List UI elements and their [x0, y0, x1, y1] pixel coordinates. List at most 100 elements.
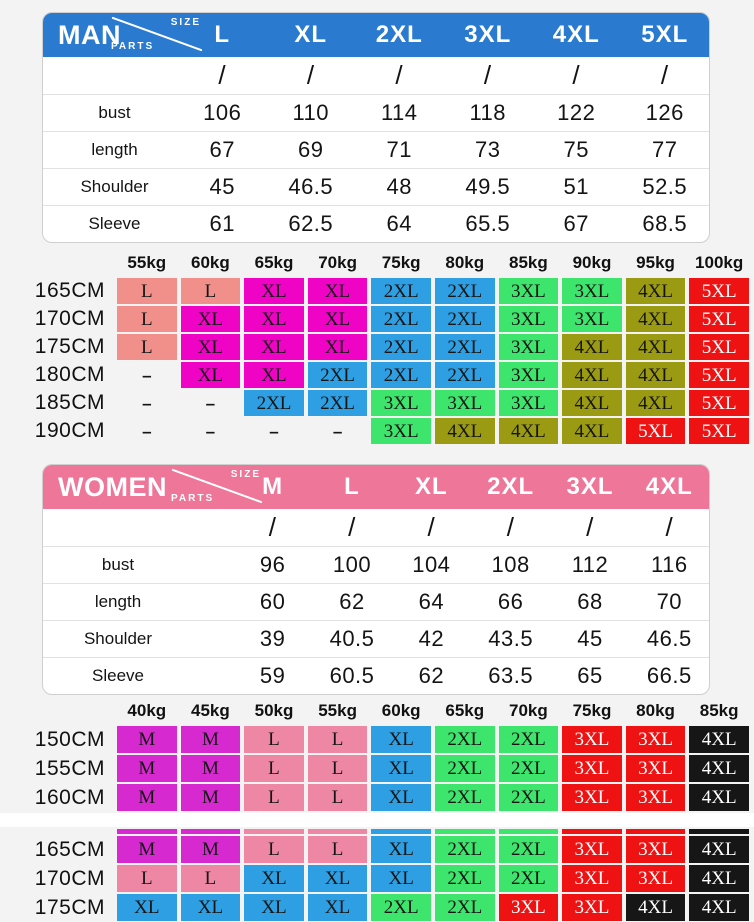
measure-value: 40.5 — [329, 626, 375, 651]
measure-row: Sleeve 61 62.5 64 65.5 67 68.5 — [43, 205, 709, 242]
measure-value: 70 — [656, 589, 683, 614]
size-col-header: 2XL — [487, 473, 535, 500]
weight-col-header: 55kg — [318, 701, 357, 720]
size-cell: 4XL — [689, 726, 749, 753]
measure-value: 118 — [469, 100, 507, 125]
sliver-cells — [117, 829, 754, 834]
measure-value: 65 — [577, 663, 603, 688]
size-cell: 4XL — [625, 334, 686, 360]
size-cell: XL — [371, 836, 431, 863]
size-cell: 4XL — [689, 836, 749, 863]
sliver-cell — [307, 829, 368, 834]
size-cell: 3XL — [562, 755, 622, 782]
measure-row: length 67 69 71 73 75 77 — [43, 131, 709, 168]
measure-value: 48 — [386, 174, 412, 199]
measure-row: / / / / / / — [43, 57, 709, 94]
size-cell: L — [117, 334, 177, 360]
weight-col-header: 100kg — [695, 253, 744, 272]
size-cell: 2XL — [434, 362, 495, 388]
size-cell: – — [205, 422, 216, 441]
measure-values: 67 69 71 73 75 77 — [178, 137, 709, 163]
measure-value: 52.5 — [642, 174, 688, 199]
size-cell: XL — [117, 894, 177, 921]
size-cell: 3XL — [562, 784, 622, 811]
measure-value: 43.5 — [488, 626, 534, 651]
size-cell: 2XL — [371, 334, 431, 360]
size-cell: L — [180, 865, 241, 892]
size-cells: L L XL XL XL 2XL 2XL 3XL 3XL 4XL — [117, 865, 754, 892]
measure-value: 64 — [386, 211, 412, 236]
weight-col-header: 40kg — [127, 701, 167, 720]
measure-label: Shoulder — [83, 629, 153, 648]
measure-values: 60 62 64 66 68 70 — [233, 589, 709, 615]
size-cell: XL — [244, 278, 304, 304]
size-cell: 2XL — [371, 362, 431, 388]
size-cell: 4XL — [625, 894, 686, 921]
size-cell: 3XL — [562, 306, 622, 332]
size-parts-corner: SIZE PARTS — [111, 13, 203, 57]
measure-value: 110 — [292, 100, 330, 125]
weight-col-header: 50kg — [254, 701, 294, 720]
height-row: 160CM M M L L XL 2XL 2XL 3XL 3XL 4XL — [0, 784, 754, 811]
size-cells: L XL XL XL 2XL 2XL 3XL 4XL 4XL 5XL — [117, 334, 754, 360]
man-size-column-headers: L XL 2XL 3XL 4XL 5XL — [178, 13, 709, 57]
measure-value: 62.5 — [288, 211, 334, 236]
size-cell: – — [332, 422, 343, 441]
measure-value: 60 — [259, 589, 286, 614]
size-cell: 2XL — [307, 390, 368, 416]
size-cell: – — [205, 394, 216, 413]
size-cell: XL — [180, 894, 241, 921]
measure-row: bust 106 110 114 118 122 126 — [43, 94, 709, 131]
measure-value: / — [348, 512, 356, 542]
women-header-left: WOMEN — [43, 465, 233, 509]
sliver-cell — [562, 829, 622, 834]
measure-value: 100 — [332, 552, 372, 577]
height-row: 165CM M M L L XL 2XL 2XL 3XL 3XL 4XL — [0, 836, 754, 863]
size-cell: 5XL — [689, 306, 749, 332]
size-cell: – — [142, 422, 152, 441]
size-cell: 4XL — [498, 418, 559, 444]
size-cell: 3XL — [498, 362, 559, 388]
height-row: 175CM XL XL XL XL 2XL 2XL 3XL 3XL 4XL 4XL — [0, 894, 754, 921]
women-grid-rows-top: 150CM M M L L XL 2XL 2XL 3XL 3XL 4XL 155CM M M L L XL 2XL… — [0, 726, 754, 811]
size-col-header: 5XL — [641, 21, 689, 48]
size-cell: 3XL — [625, 755, 686, 782]
weight-col-header: 95kg — [636, 253, 675, 272]
height-row: 175CM L XL XL XL 2XL 2XL 3XL 4XL 4XL 5XL — [0, 334, 754, 360]
size-cell: XL — [180, 334, 241, 360]
size-cell: 4XL — [625, 278, 686, 304]
size-cell: 4XL — [562, 390, 622, 416]
man-weight-header-row: 55kg 60kg 65kg 70kg 75kg 80kg 85kg 90kg 95kg 100k… — [0, 251, 754, 275]
weight-col-header: 75kg — [572, 701, 612, 720]
measure-value: 108 — [491, 552, 530, 577]
measure-value: 77 — [652, 137, 678, 162]
size-cell: 2XL — [498, 865, 559, 892]
size-cell: L — [244, 784, 304, 811]
measure-value: 59 — [259, 663, 286, 688]
measure-value: 66 — [497, 589, 524, 614]
measure-value: 122 — [557, 100, 596, 125]
height-row: 180CM – XL XL 2XL 2XL 2XL 3XL 4XL 4XL 5XL — [0, 362, 754, 388]
size-col-header: L — [214, 21, 231, 48]
weight-col-header: 60kg — [381, 701, 421, 720]
size-col-header: M — [262, 473, 284, 500]
sliver-cell — [371, 829, 431, 834]
man-header: MAN SIZE PARTS L XL 2XL 3XL 4XL 5XL — [43, 13, 709, 57]
measure-value: 69 — [298, 137, 324, 162]
size-cell: 3XL — [625, 784, 686, 811]
height-row-label: 170CM — [34, 866, 105, 890]
size-cell: 2XL — [434, 334, 495, 360]
measure-value: 106 — [203, 100, 242, 125]
measure-value: 62 — [418, 663, 445, 688]
measure-value: 62 — [339, 589, 365, 614]
size-cell: L — [307, 784, 368, 811]
size-col-header: 4XL — [552, 21, 600, 48]
height-row-label: 150CM — [34, 727, 105, 751]
measure-value: 49.5 — [465, 174, 511, 199]
size-cell: L — [307, 726, 368, 753]
sliver-cell — [625, 829, 686, 834]
corner-size-label: SIZE — [230, 469, 261, 480]
size-cell: 5XL — [689, 334, 749, 360]
women-size-chart-card: WOMEN SIZE PARTS M L XL 2XL 3XL 4XL / / / / / / bus… — [42, 464, 710, 695]
size-cell: 5XL — [689, 362, 749, 388]
